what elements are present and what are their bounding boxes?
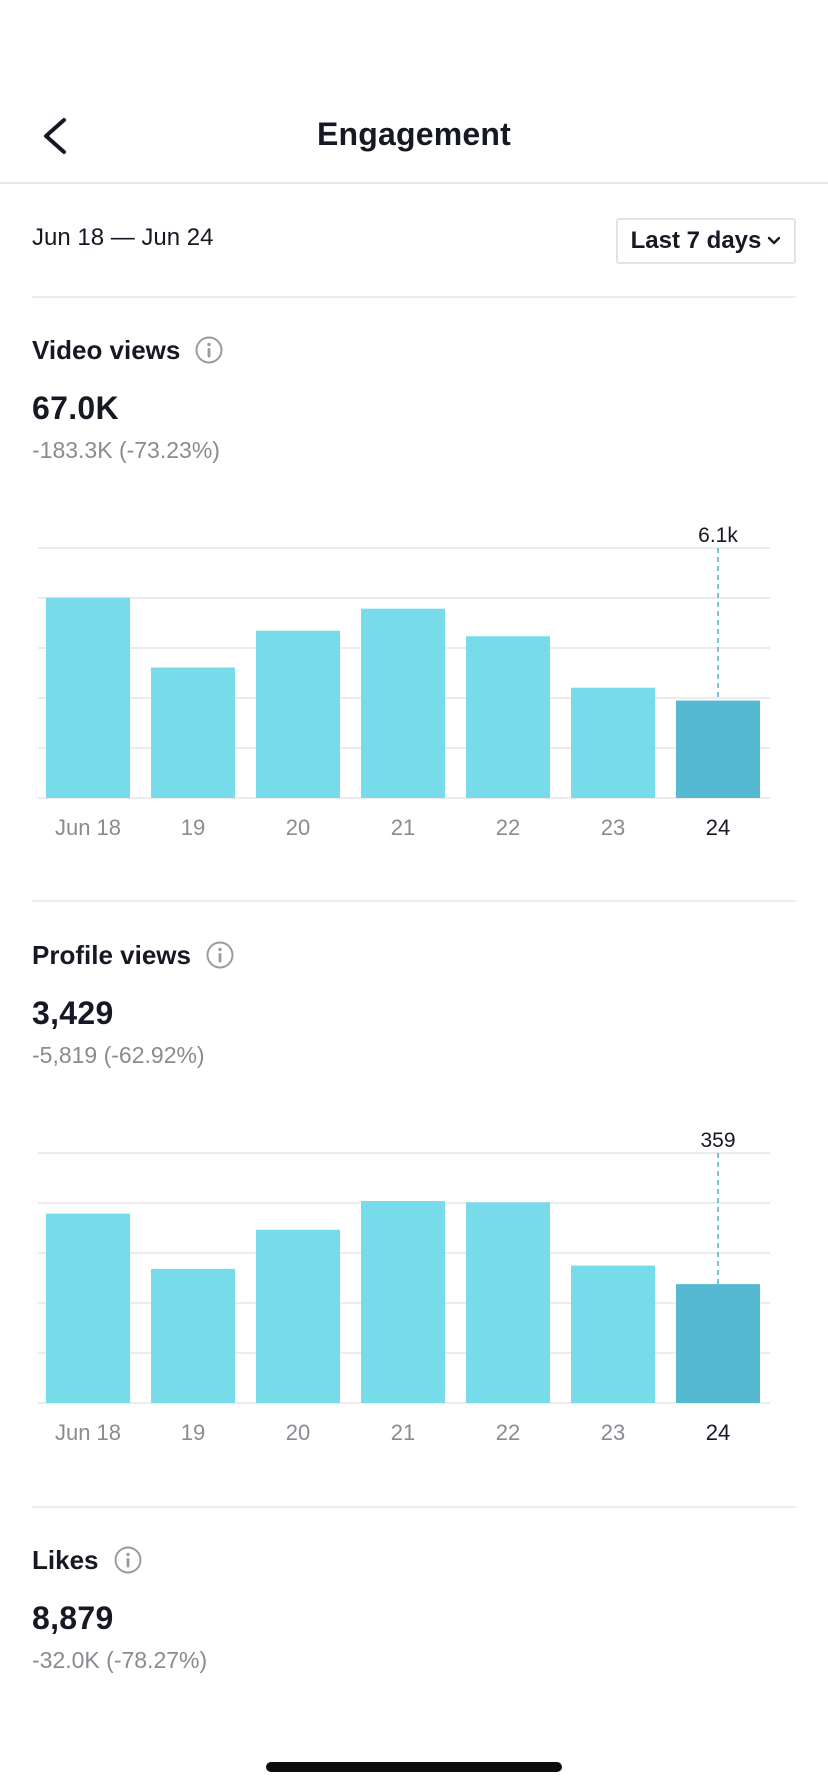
info-circle-icon[interactable] bbox=[113, 1545, 143, 1575]
bar bbox=[466, 1202, 550, 1403]
chevron-down-icon bbox=[768, 236, 781, 245]
section-divider bbox=[32, 900, 796, 902]
bar bbox=[256, 630, 340, 798]
data-label: 6.1k bbox=[698, 524, 738, 547]
back-chevron-icon[interactable] bbox=[36, 112, 76, 160]
metric-title: Likes bbox=[32, 1544, 99, 1575]
x-tick-label: 22 bbox=[496, 1420, 520, 1445]
metric-video-views: Video views 67.0K -183.3K (-73.23%) bbox=[32, 330, 796, 464]
bar bbox=[151, 667, 235, 798]
x-tick-label: 20 bbox=[286, 1420, 310, 1445]
home-indicator bbox=[266, 1762, 562, 1772]
bar bbox=[46, 597, 130, 798]
x-tick-label: 20 bbox=[286, 815, 310, 840]
date-range-label: Jun 18 — Jun 24 bbox=[32, 224, 214, 251]
bar bbox=[256, 1229, 340, 1403]
bar bbox=[46, 1213, 130, 1403]
metric-profile-views: Profile views 3,429 -5,819 (-62.92%) bbox=[32, 935, 796, 1069]
x-tick-label: 19 bbox=[181, 815, 205, 840]
x-tick-label: 21 bbox=[391, 1420, 415, 1445]
info-circle-icon[interactable] bbox=[194, 335, 224, 365]
bar bbox=[151, 1268, 235, 1403]
bar bbox=[676, 700, 760, 798]
x-tick-label: 23 bbox=[601, 815, 625, 840]
profile-views-chart: Jun 18 19 20 21 22 23 24 359 bbox=[0, 1125, 828, 1465]
bar bbox=[466, 636, 550, 798]
section-divider bbox=[32, 1506, 796, 1508]
metric-change: -5,819 (-62.92%) bbox=[32, 1042, 205, 1068]
page-title: Engagement bbox=[316, 116, 512, 152]
metric-likes: Likes 8,879 -32.0K (-78.27%) bbox=[32, 1540, 796, 1674]
x-tick-label: Jun 18 bbox=[55, 1420, 121, 1445]
metric-value: 8,879 bbox=[32, 1600, 114, 1636]
video-views-chart: Jun 18 19 20 21 22 23 24 6.1k bbox=[0, 520, 828, 860]
period-dropdown[interactable]: Last 7 days bbox=[616, 218, 796, 264]
metric-change: -183.3K (-73.23%) bbox=[32, 437, 220, 463]
info-circle-icon[interactable] bbox=[205, 940, 235, 970]
metric-value: 67.0K bbox=[32, 390, 119, 426]
header-bar: Engagement bbox=[0, 0, 828, 184]
data-label: 359 bbox=[700, 1129, 735, 1152]
x-tick-label: 22 bbox=[496, 815, 520, 840]
metric-title: Video views bbox=[32, 334, 181, 365]
bar bbox=[571, 687, 655, 798]
metric-title: Profile views bbox=[32, 939, 191, 970]
metric-change: -32.0K (-78.27%) bbox=[32, 1647, 208, 1673]
x-tick-label: 24 bbox=[706, 1420, 730, 1445]
bar bbox=[361, 1201, 445, 1403]
x-tick-label: 23 bbox=[601, 1420, 625, 1445]
x-tick-label: Jun 18 bbox=[55, 815, 121, 840]
bar bbox=[676, 1284, 760, 1403]
x-tick-label: 24 bbox=[706, 815, 730, 840]
bar bbox=[571, 1265, 655, 1403]
x-tick-label: 21 bbox=[391, 815, 415, 840]
period-dropdown-label: Last 7 days bbox=[630, 227, 762, 254]
metric-value: 3,429 bbox=[32, 995, 114, 1031]
bar bbox=[361, 608, 445, 798]
date-range-row: Jun 18 — Jun 24 Last 7 days bbox=[32, 186, 796, 298]
x-tick-label: 19 bbox=[181, 1420, 205, 1445]
